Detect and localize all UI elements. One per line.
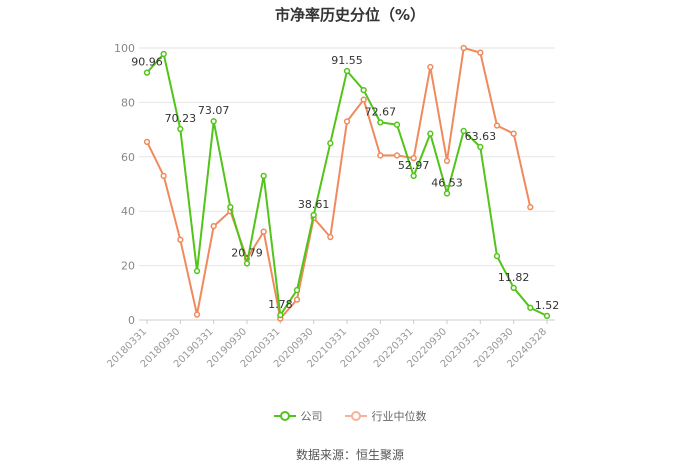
data-label: 90.96 <box>131 56 163 69</box>
industry-median-point <box>427 63 434 71</box>
company-point <box>460 127 467 135</box>
company-point <box>360 87 367 94</box>
chart-title: 市净率历史分位（%） <box>274 6 426 24</box>
legend-item-industry-median[interactable]: 行业中位数 <box>344 408 427 424</box>
company-point <box>543 312 551 320</box>
data-label: 11.82 <box>498 271 530 284</box>
y-tick-label: 80 <box>121 96 135 109</box>
source-note: 数据来源：恒生聚源 <box>295 448 404 462</box>
series-lines <box>143 44 551 322</box>
company-point <box>227 203 234 211</box>
industry-median-point <box>260 228 267 235</box>
company-point <box>310 211 317 219</box>
industry-median-point <box>477 49 484 56</box>
company-point <box>160 50 167 58</box>
data-label: 70.23 <box>165 112 197 125</box>
company-point <box>343 67 351 75</box>
industry-median-point <box>343 118 351 125</box>
company-point <box>477 143 484 151</box>
industry-median-point <box>377 152 384 159</box>
company-point <box>327 140 334 147</box>
industry-median-point <box>293 296 301 303</box>
company-point <box>143 69 151 76</box>
industry-median-point <box>160 172 167 179</box>
legend-label-industry-median: 行业中位数 <box>371 410 427 423</box>
industry-median-line <box>146 47 532 320</box>
company-point <box>377 119 384 126</box>
grid-lines <box>139 47 555 267</box>
data-label: 1.78 <box>268 298 293 311</box>
industry-median-point <box>193 311 201 318</box>
company-point <box>493 252 501 260</box>
data-label: 73.07 <box>198 104 230 117</box>
company-point <box>393 121 401 128</box>
data-label: 91.55 <box>331 54 363 67</box>
company-point <box>510 284 517 291</box>
data-label: 46.53 <box>431 176 463 189</box>
company-point <box>177 125 184 133</box>
y-tick-label: 100 <box>114 42 135 55</box>
company-point <box>293 286 301 294</box>
y-tick-label: 60 <box>121 151 135 164</box>
company-point <box>193 267 201 275</box>
company-point <box>527 304 534 311</box>
company-point <box>410 172 417 180</box>
data-label: 72.67 <box>365 105 397 118</box>
industry-median-point <box>410 155 417 162</box>
data-label: 52.97 <box>398 159 430 172</box>
industry-median-point <box>527 203 534 211</box>
industry-median-point <box>143 138 151 145</box>
industry-median-point <box>460 44 467 52</box>
data-label: 20.79 <box>231 246 263 259</box>
industry-median-point <box>443 157 451 165</box>
industry-median-point <box>177 236 184 243</box>
industry-median-point <box>210 223 217 230</box>
data-label: 63.63 <box>465 130 497 143</box>
y-tick-label: 20 <box>121 260 135 273</box>
y-tick-label: 0 <box>128 314 135 327</box>
industry-median-point <box>493 122 501 129</box>
line-chart: 0204060801002018033120180930201903312019… <box>105 42 559 370</box>
industry-median-point <box>510 130 517 137</box>
industry-median-point <box>327 233 334 241</box>
data-label: 38.61 <box>298 198 330 211</box>
company-point <box>260 172 267 179</box>
company-point <box>443 190 451 197</box>
company-point <box>210 118 217 125</box>
company-point <box>243 260 251 267</box>
legend-swatch-industry-median <box>344 410 367 422</box>
legend-item-company[interactable]: 公司 <box>273 408 323 424</box>
company-line <box>146 53 548 317</box>
data-label: 1.52 <box>535 299 560 312</box>
company-point <box>277 312 284 319</box>
industry-median-point <box>393 152 401 159</box>
legend-swatch-company <box>273 410 296 422</box>
industry-median-point <box>360 96 367 103</box>
company-point <box>427 130 434 137</box>
legend: 公司 行业中位数 <box>0 408 700 424</box>
legend-label-company: 公司 <box>300 410 323 423</box>
y-tick-label: 40 <box>121 205 135 218</box>
